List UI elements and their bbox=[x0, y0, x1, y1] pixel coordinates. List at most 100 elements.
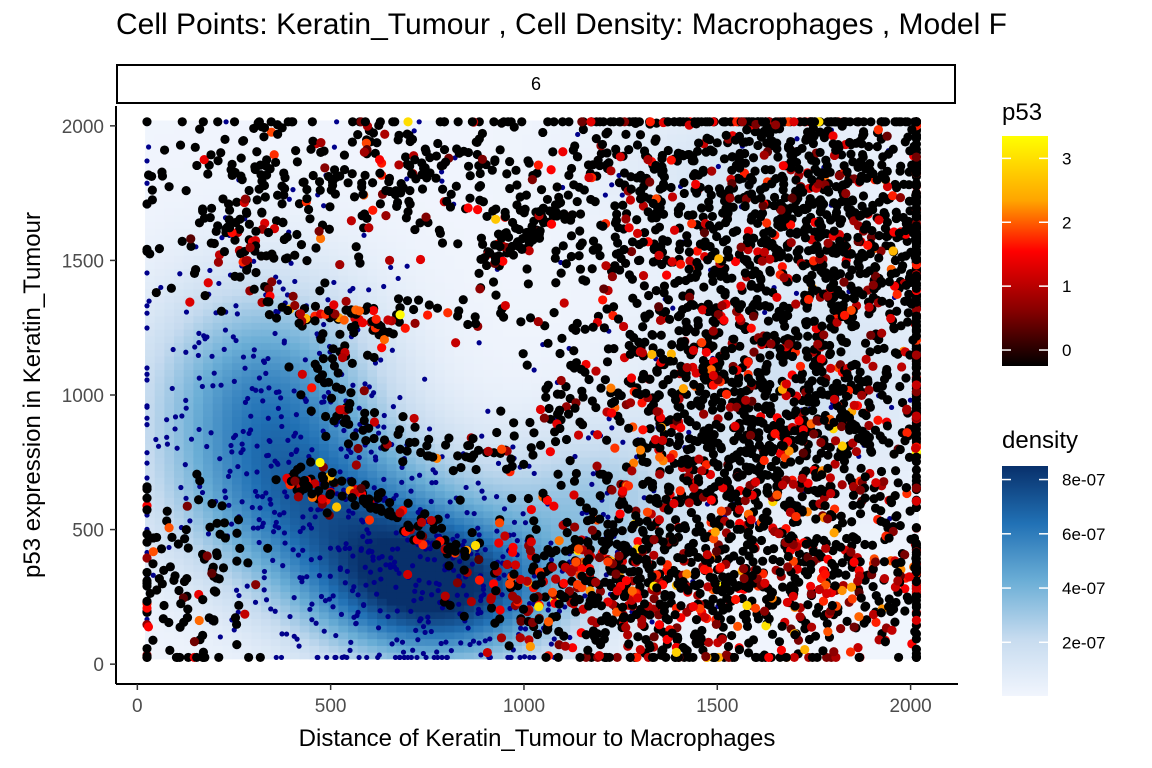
density-cell bbox=[174, 510, 185, 519]
density-cell bbox=[396, 382, 407, 391]
density-cell bbox=[154, 329, 165, 337]
density-cell bbox=[522, 584, 533, 593]
density-cell bbox=[502, 315, 513, 323]
density-cell bbox=[522, 557, 533, 566]
density-cell bbox=[493, 376, 504, 384]
density-cell bbox=[647, 275, 658, 283]
density-cell bbox=[164, 140, 175, 148]
density-cell bbox=[348, 281, 359, 290]
density-cell bbox=[599, 443, 610, 451]
density-cell bbox=[444, 416, 455, 424]
density-cell bbox=[241, 376, 252, 384]
density-cell bbox=[145, 329, 156, 337]
density-cell bbox=[164, 174, 175, 182]
density-cell bbox=[522, 504, 533, 512]
density-cell bbox=[638, 160, 649, 169]
density-cell bbox=[193, 288, 204, 297]
density-cell bbox=[715, 409, 726, 418]
density-cell bbox=[193, 187, 204, 196]
density-cell bbox=[193, 261, 204, 270]
density-cell bbox=[512, 416, 523, 424]
density-cell bbox=[280, 322, 291, 330]
density-cell bbox=[232, 524, 243, 532]
density-cell bbox=[241, 308, 252, 317]
density-cell bbox=[241, 228, 252, 236]
density-cell bbox=[319, 591, 330, 599]
density-cell bbox=[473, 631, 484, 640]
density-cell bbox=[309, 322, 320, 330]
density-cell bbox=[241, 160, 252, 169]
density-cell bbox=[241, 490, 252, 498]
density-cell bbox=[589, 181, 600, 189]
density-cell bbox=[280, 154, 291, 162]
density-cell bbox=[338, 470, 349, 478]
density-cell bbox=[232, 578, 243, 586]
density-cell bbox=[319, 207, 330, 216]
density-cell bbox=[328, 618, 339, 626]
density-cell bbox=[464, 221, 475, 229]
density-cell bbox=[483, 268, 494, 276]
density-cell bbox=[464, 483, 475, 492]
density-cell bbox=[483, 376, 494, 384]
density-cell bbox=[435, 571, 446, 579]
density-cell bbox=[319, 551, 330, 559]
density-cell bbox=[309, 423, 320, 431]
density-cell bbox=[531, 510, 542, 519]
density-cell bbox=[251, 302, 262, 310]
density-cell bbox=[618, 376, 629, 384]
density-cell bbox=[628, 490, 639, 498]
density-cell bbox=[386, 268, 397, 276]
density-cell bbox=[444, 537, 455, 545]
density-cell bbox=[512, 288, 523, 297]
density-cell bbox=[280, 268, 291, 276]
density-cell bbox=[328, 268, 339, 276]
density-cell bbox=[222, 557, 233, 566]
density-cell bbox=[193, 281, 204, 290]
density-cell bbox=[502, 429, 513, 438]
density-cell bbox=[193, 524, 204, 532]
density-cell bbox=[734, 329, 745, 337]
density-cell bbox=[299, 416, 310, 424]
density-cell bbox=[657, 463, 668, 471]
density-cell bbox=[261, 578, 272, 586]
density-cell bbox=[551, 524, 562, 532]
density-cell bbox=[222, 618, 233, 626]
density-cell bbox=[193, 255, 204, 263]
density-cell bbox=[473, 409, 484, 418]
density-cell bbox=[154, 652, 165, 660]
density-cell bbox=[406, 470, 417, 478]
density-cell bbox=[464, 154, 475, 162]
density-cell bbox=[377, 470, 388, 478]
density-cell bbox=[502, 598, 513, 606]
density-cell bbox=[174, 221, 185, 229]
density-cell bbox=[522, 598, 533, 606]
density-cell bbox=[377, 416, 388, 424]
density-cell bbox=[512, 187, 523, 196]
density-cell bbox=[299, 578, 310, 586]
density-cell bbox=[454, 288, 465, 297]
density-cell bbox=[154, 194, 165, 202]
density-cell bbox=[425, 295, 436, 303]
density-cell bbox=[560, 369, 571, 377]
density-cell bbox=[357, 551, 368, 559]
density-cell bbox=[270, 611, 281, 620]
density-cell bbox=[444, 611, 455, 620]
density-cell bbox=[309, 389, 320, 397]
density-cell bbox=[280, 652, 291, 660]
density-cell bbox=[647, 268, 658, 276]
density-cell bbox=[464, 181, 475, 189]
density-cell bbox=[348, 443, 359, 451]
density-cell bbox=[696, 537, 707, 545]
density-cell bbox=[493, 436, 504, 445]
density-cell bbox=[357, 275, 368, 283]
density-cell bbox=[454, 214, 465, 222]
density-cell bbox=[299, 288, 310, 297]
density-cell bbox=[464, 537, 475, 545]
density-cell bbox=[183, 369, 194, 377]
density-cell bbox=[667, 234, 678, 243]
density-cell bbox=[261, 470, 272, 478]
density-cell bbox=[705, 261, 716, 270]
density-cell bbox=[638, 329, 649, 337]
density-cell bbox=[183, 490, 194, 498]
density-cell bbox=[222, 255, 233, 263]
